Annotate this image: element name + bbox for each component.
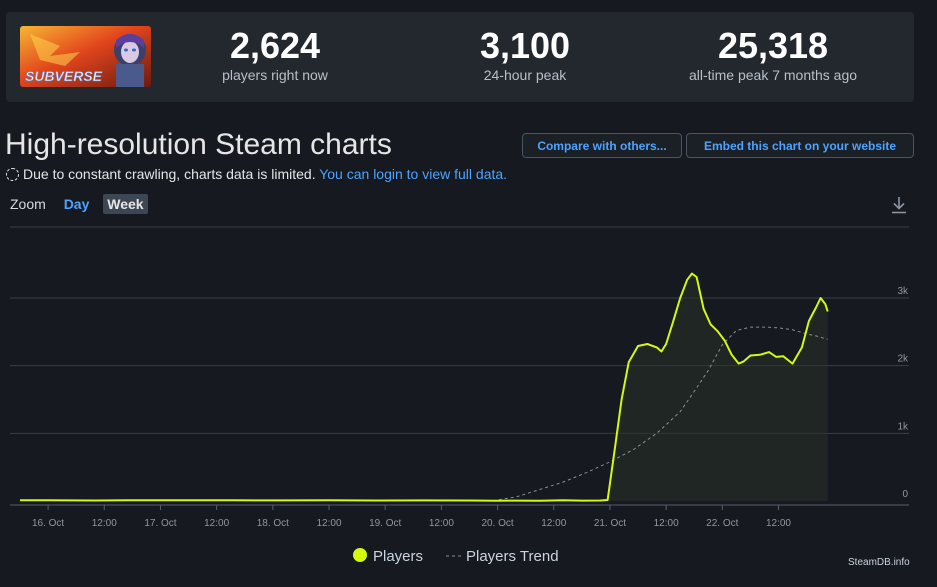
game-logo-art: SUBVERSE bbox=[20, 26, 151, 87]
zoom-week-button[interactable]: Week bbox=[103, 194, 148, 214]
game-logo[interactable]: SUBVERSE bbox=[20, 26, 151, 87]
stats-bar: SUBVERSE 2,624 players right now 3,100 2… bbox=[6, 12, 914, 102]
stat-value: 25,318 bbox=[717, 25, 829, 66]
compare-button[interactable]: Compare with others... bbox=[522, 133, 682, 158]
stat-label: all-time peak 7 months ago bbox=[688, 67, 858, 83]
x-tick-label: 12:00 bbox=[429, 518, 454, 529]
series-line-players bbox=[19, 272, 829, 502]
stat-all-time-peak: 25,318 all-time peak 7 months ago bbox=[673, 26, 873, 84]
y-tick-label: 0 bbox=[902, 489, 908, 500]
y-tick-label: 2k bbox=[897, 354, 909, 365]
data-limit-notice: Due to constant crawling, charts data is… bbox=[6, 166, 507, 182]
legend-label-trend: Players Trend bbox=[466, 548, 559, 565]
x-tick-label: 22. Oct bbox=[706, 518, 738, 529]
embed-chart-button[interactable]: Embed this chart on your website bbox=[686, 133, 914, 158]
zoom-day-button[interactable]: Day bbox=[63, 196, 90, 212]
download-icon[interactable] bbox=[889, 195, 909, 215]
legend-label-players: Players bbox=[373, 548, 423, 565]
x-tick-label: 17. Oct bbox=[144, 518, 176, 529]
chart-legend: Players Players Trend bbox=[353, 548, 559, 565]
x-tick-label: 16. Oct bbox=[32, 518, 64, 529]
chart-series bbox=[19, 272, 829, 502]
chart-area bbox=[20, 273, 828, 501]
stat-24h-peak: 3,100 24-hour peak bbox=[450, 26, 600, 84]
x-tick-label: 18. Oct bbox=[257, 518, 289, 529]
x-tick-label: 12:00 bbox=[204, 518, 229, 529]
zoom-label: Zoom bbox=[10, 196, 46, 212]
x-tick-label: 12:00 bbox=[92, 518, 117, 529]
stat-label: players right now bbox=[222, 67, 328, 83]
game-logo-text: SUBVERSE bbox=[25, 68, 103, 84]
stat-current-players: 2,624 players right now bbox=[200, 26, 350, 84]
players-area bbox=[20, 273, 828, 501]
x-tick-label: 12:00 bbox=[317, 518, 342, 529]
loading-icon bbox=[6, 168, 19, 181]
series-line-players-trend bbox=[492, 326, 828, 502]
x-tick-label: 20. Oct bbox=[481, 518, 513, 529]
chart-y-labels: 0 1k 2k 3k bbox=[897, 286, 909, 500]
steamdb-watermark: SteamDB.info bbox=[848, 557, 910, 568]
notice-text: Due to constant crawling, charts data is… bbox=[23, 166, 316, 182]
x-tick-label: 12:00 bbox=[654, 518, 679, 529]
stat-value: 2,624 bbox=[229, 25, 321, 66]
stat-label: 24-hour peak bbox=[483, 67, 567, 83]
x-tick-label: 12:00 bbox=[541, 518, 566, 529]
x-tick-label: 21. Oct bbox=[594, 518, 626, 529]
y-tick-label: 1k bbox=[897, 421, 909, 432]
x-tick-label: 19. Oct bbox=[369, 518, 401, 529]
legend-marker-players bbox=[353, 548, 367, 562]
x-tick-label: 12:00 bbox=[766, 518, 791, 529]
y-tick-label: 3k bbox=[897, 286, 909, 297]
page-title: High-resolution Steam charts bbox=[5, 128, 392, 161]
stat-value: 3,100 bbox=[479, 25, 571, 66]
zoom-controls: Zoom Day Week bbox=[10, 194, 148, 214]
login-link[interactable]: You can login to view full data. bbox=[319, 166, 508, 182]
chart-x-labels: 16. Oct 12:00 17. Oct 12:00 18. Oct 12:00 19. … bbox=[32, 518, 791, 529]
